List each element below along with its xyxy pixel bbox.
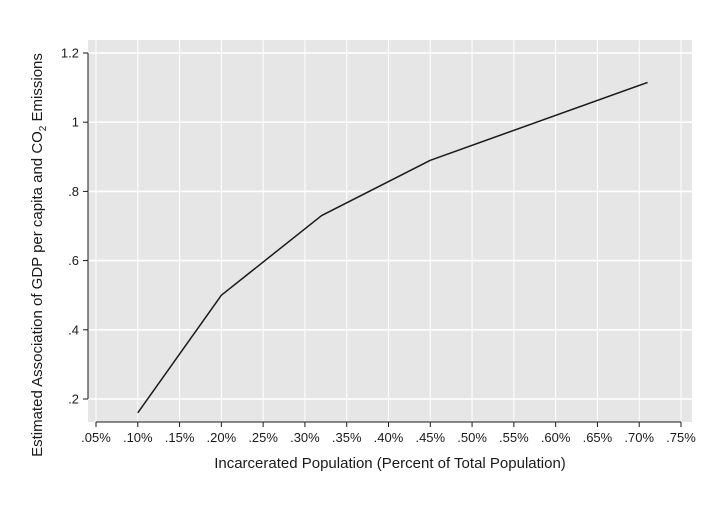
y-axis-title: Estimated Association of GDP per capita … — [29, 53, 49, 457]
x-tick-label: .30% — [290, 430, 320, 445]
y-tick-label: 1 — [72, 115, 79, 130]
x-tick-label: .50% — [457, 430, 487, 445]
x-tick-label: .60% — [541, 430, 571, 445]
y-tick-label: 1.2 — [61, 46, 79, 61]
x-tick-label: .05% — [81, 430, 111, 445]
x-tick-label: .35% — [332, 430, 362, 445]
x-tick-label: .20% — [207, 430, 237, 445]
x-tick-label: .45% — [415, 430, 445, 445]
y-tick-label: .6 — [68, 253, 79, 268]
y-axis-title-main: Estimated Association of GDP per capita … — [29, 131, 46, 457]
x-tick-label: .55% — [499, 430, 529, 445]
x-tick-label: .65% — [583, 430, 613, 445]
x-tick-label: .70% — [624, 430, 654, 445]
y-tick-label: .4 — [68, 322, 79, 337]
x-tick-label: .25% — [248, 430, 278, 445]
plot-area — [88, 40, 692, 422]
x-tick-label: .75% — [666, 430, 696, 445]
gridlines — [88, 40, 692, 422]
x-tick-label: .40% — [374, 430, 404, 445]
y-tick-label: .8 — [68, 184, 79, 199]
x-axis-title: Incarcerated Population (Percent of Tota… — [214, 455, 566, 472]
series-line — [137, 81, 648, 414]
x-tick-label: .10% — [123, 430, 153, 445]
series-layer — [137, 81, 648, 414]
axes: .2 .4 .6 .8 1 1.2 .05% .10% .15% .20% .25% .30% .35%… — [61, 46, 696, 446]
y-axis-title-end: Emissions — [29, 53, 46, 126]
y-tick-label: .2 — [68, 392, 79, 407]
x-tick-label: .15% — [165, 430, 195, 445]
y-axis-title-subscript: 2 — [38, 125, 49, 131]
